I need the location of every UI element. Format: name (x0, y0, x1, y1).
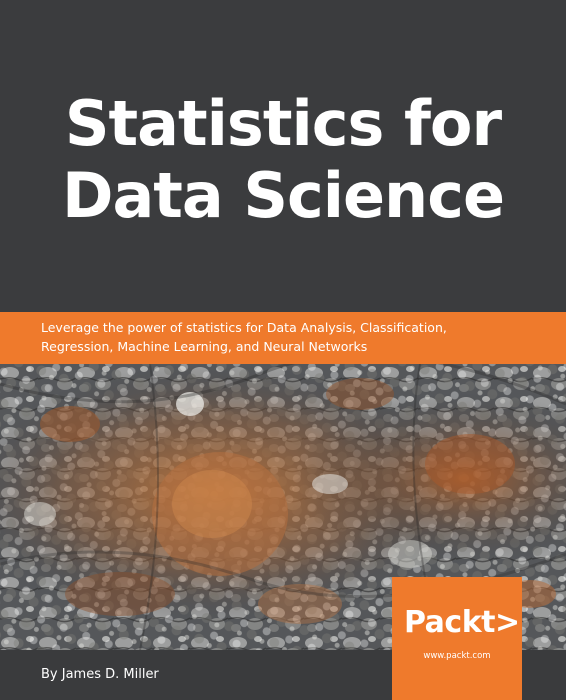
book-subtitle: Leverage the power of statistics for Dat… (41, 318, 541, 356)
subtitle-line-1: Leverage the power of statistics for Dat… (41, 320, 447, 335)
cover-artwork (0, 364, 566, 650)
publisher-url: www.packt.com (423, 651, 491, 661)
publisher-badge: Packt> www.packt.com (392, 577, 522, 700)
title-line-1: Statistics for (64, 87, 502, 160)
title-line-2: Data Science (61, 159, 505, 232)
title-panel (0, 0, 566, 312)
subtitle-band (0, 312, 566, 364)
author-name: By James D. Miller (41, 667, 159, 682)
abstract-texture-image (0, 364, 566, 650)
subtitle-line-2: Regression, Machine Learning, and Neural… (41, 339, 368, 354)
book-title: Statistics for Data Science (0, 88, 566, 232)
publisher-logo: Packt> (404, 605, 520, 640)
